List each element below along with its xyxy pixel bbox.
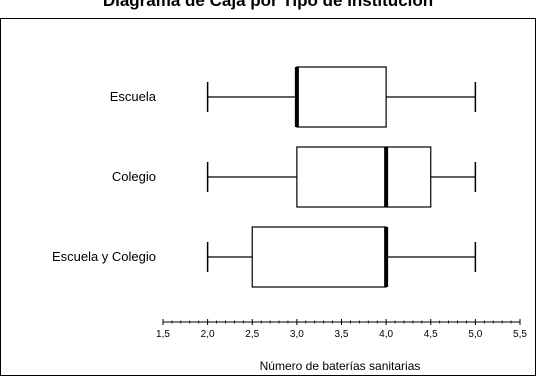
x-tick-label: 2,0 <box>201 329 215 340</box>
x-tick-label: 4,5 <box>424 329 438 340</box>
x-tick-label: 4,0 <box>379 329 393 340</box>
x-tick-label: 3,5 <box>335 329 349 340</box>
box-iqr <box>251 226 387 288</box>
box-iqr <box>296 146 432 208</box>
x-tick-label: 3,0 <box>290 329 304 340</box>
category-label: Colegio <box>112 169 156 184</box>
category-label: Escuela <box>110 89 157 104</box>
x-tick-label: 5,5 <box>513 329 527 340</box>
chart-title: Diagrama de Caja por Tipo de Institución <box>102 0 434 10</box>
x-tick-label: 1,5 <box>156 329 170 340</box>
x-tick-label: 2,5 <box>245 329 259 340</box>
box-iqr <box>296 66 387 128</box>
category-label: Escuela y Colegio <box>52 249 156 264</box>
x-tick-label: 5,0 <box>468 329 482 340</box>
x-axis-label: Número de baterías sanitarias <box>260 359 421 373</box>
